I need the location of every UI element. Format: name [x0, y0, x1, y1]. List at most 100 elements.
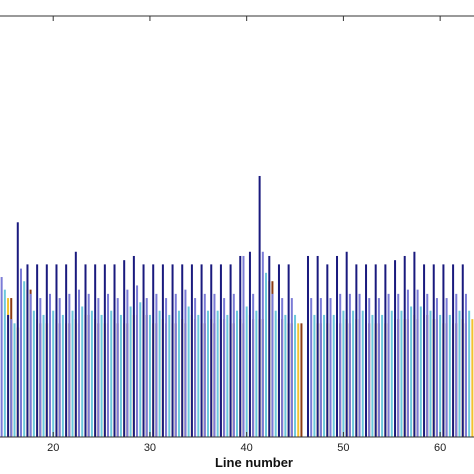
bar — [268, 255, 271, 437]
bar — [36, 264, 39, 437]
bar — [94, 264, 97, 437]
bar — [387, 293, 390, 437]
bar — [297, 323, 300, 437]
bar — [358, 293, 361, 437]
bar — [152, 264, 155, 437]
bar — [332, 314, 335, 437]
x-tick-label: 50 — [337, 442, 349, 454]
bar — [284, 314, 287, 437]
x-tick-label: 30 — [144, 442, 156, 454]
bar — [74, 251, 77, 437]
bar — [90, 310, 93, 437]
bar — [61, 314, 64, 437]
bar — [255, 310, 258, 437]
bar — [435, 298, 438, 437]
bar — [232, 293, 235, 437]
bar — [203, 293, 206, 437]
bar — [87, 293, 90, 437]
bar — [277, 264, 280, 437]
bar — [213, 293, 216, 437]
bar — [136, 285, 139, 437]
bar — [306, 255, 309, 437]
bar — [113, 264, 116, 437]
bar — [426, 293, 429, 437]
bar — [165, 298, 168, 437]
bar — [252, 293, 255, 437]
bar — [352, 310, 355, 437]
bar — [32, 310, 35, 437]
bar — [171, 264, 174, 437]
bar — [10, 319, 13, 437]
bar — [55, 264, 58, 437]
bar — [400, 310, 403, 437]
bar — [394, 260, 397, 437]
bar — [313, 314, 316, 437]
bar — [300, 323, 303, 437]
bar — [455, 293, 458, 437]
bar — [71, 310, 74, 437]
bar — [271, 293, 274, 437]
bar — [110, 310, 113, 437]
bar — [410, 306, 413, 437]
bar — [290, 298, 293, 437]
bar — [197, 314, 200, 437]
bar — [13, 323, 16, 437]
bar — [310, 298, 313, 437]
x-axis-title: Line number — [215, 455, 293, 470]
bar — [177, 310, 180, 437]
bar — [42, 314, 45, 437]
bar — [97, 298, 100, 437]
bar — [58, 298, 61, 437]
bar — [442, 264, 445, 437]
bar — [245, 306, 248, 437]
bar — [323, 314, 326, 437]
bar — [65, 264, 68, 437]
bar — [281, 298, 284, 437]
bar — [236, 310, 238, 437]
bar — [287, 264, 290, 437]
bar — [345, 251, 348, 437]
bar — [316, 255, 319, 437]
bar — [464, 293, 467, 437]
bar — [458, 310, 461, 437]
bar — [148, 314, 151, 437]
bar — [123, 260, 126, 437]
bar — [107, 293, 110, 437]
bar — [452, 264, 455, 437]
bar — [397, 293, 400, 437]
bar — [129, 306, 132, 437]
x-tick-label: 60 — [434, 442, 446, 454]
bar — [45, 264, 48, 437]
bar — [206, 310, 209, 437]
bar — [49, 293, 51, 437]
bar — [419, 306, 422, 437]
bar — [248, 251, 251, 437]
bar — [7, 314, 10, 437]
bar — [274, 310, 277, 437]
bar — [181, 264, 184, 437]
bar — [3, 289, 6, 437]
bar — [365, 264, 368, 437]
bar — [329, 298, 332, 437]
bar-series-group — [0, 175, 474, 438]
bar — [81, 306, 84, 437]
bar — [68, 293, 71, 437]
bar — [339, 293, 342, 437]
bar — [0, 277, 3, 437]
bar — [126, 289, 129, 437]
x-tick-label: 20 — [47, 442, 59, 454]
bar — [116, 298, 119, 437]
bar — [210, 264, 213, 437]
bar — [158, 310, 161, 437]
bar — [16, 222, 19, 437]
bar — [384, 264, 387, 437]
bar — [326, 264, 329, 437]
bar — [403, 255, 406, 437]
bar — [406, 289, 409, 437]
bar — [223, 298, 226, 437]
bar — [368, 298, 371, 437]
bar — [174, 293, 177, 437]
bar — [416, 289, 419, 437]
bar — [84, 264, 87, 437]
bar — [187, 306, 190, 437]
